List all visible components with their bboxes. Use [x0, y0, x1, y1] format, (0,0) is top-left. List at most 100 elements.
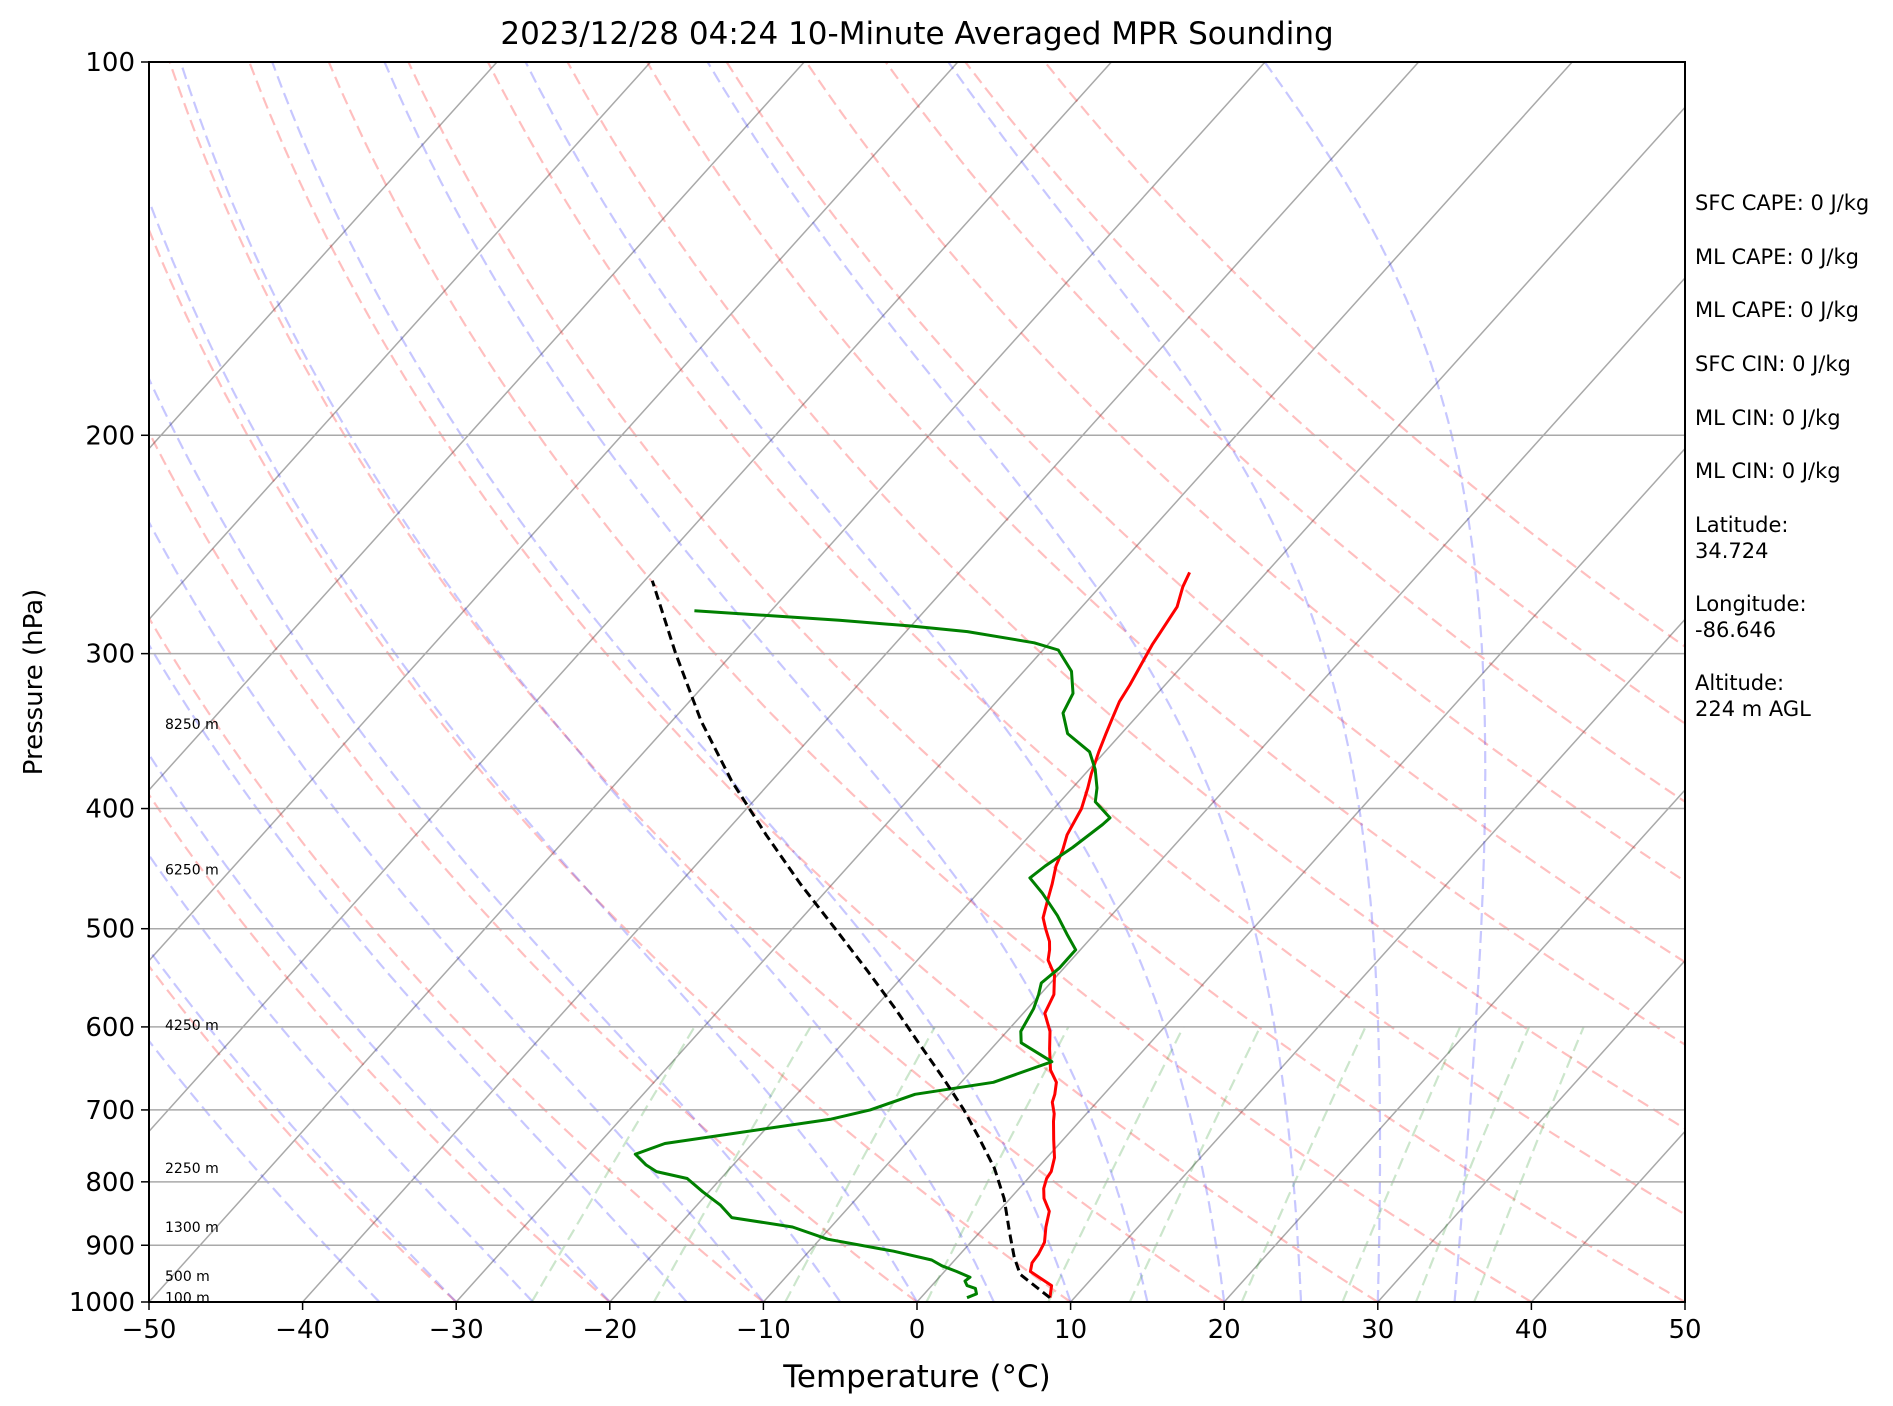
isotherm-line [762, 276, 1685, 1302]
isotherm-line [1223, 788, 1685, 1302]
dewpoint-profile-line [633, 609, 1112, 1300]
mixing-ratio-line [925, 1026, 1070, 1302]
moist-adiabat-line [706, 62, 1303, 1302]
stat-label: Longitude: -86.646 [1695, 592, 1807, 642]
moist-adiabat-line [149, 519, 765, 1302]
dry-adiabat-line [149, 429, 918, 1302]
dry-adiabat-line [149, 616, 765, 1302]
height-label: 1300 m [165, 1220, 219, 1236]
y-tick-label: 700 [85, 1096, 135, 1126]
x-tick-label: −50 [122, 1315, 177, 1345]
y-tick-label: 200 [85, 421, 135, 451]
isotherm-line [455, 62, 1573, 1302]
x-tick-label: −30 [429, 1315, 484, 1345]
dry-adiabat-line [1044, 62, 1685, 648]
height-label: 2250 m [165, 1161, 219, 1177]
plot-frame [148, 61, 1686, 1303]
dry-adiabat-line [149, 964, 457, 1302]
moist-adiabat-line [947, 62, 1382, 1302]
x-tick-label: 40 [1515, 1315, 1548, 1345]
isotherm-line [149, 62, 1112, 1133]
parcel-path-line [650, 580, 1051, 1299]
stat-label: ML CAPE: 0 J/kg [1695, 298, 1860, 322]
x-tick-label: 30 [1361, 1315, 1394, 1345]
moist-adiabat-line [271, 62, 1072, 1302]
height-label: 100 m [165, 1291, 210, 1307]
isotherm-line [1070, 618, 1685, 1302]
chart-title: 2023/12/28 04:24 10-Minute Averaged MPR … [500, 16, 1333, 52]
mixing-ratio-line [784, 1026, 936, 1302]
background-lines [149, 62, 1685, 1302]
stat-label: Latitude: 34.724 [1695, 513, 1789, 563]
moist-adiabat-line [179, 62, 995, 1302]
profile-lines [633, 571, 1191, 1300]
dry-adiabat-line [725, 62, 1685, 964]
y-tick-label: 500 [85, 915, 135, 945]
height-label: 4250 m [165, 1018, 219, 1034]
temperature-profile-line [1028, 571, 1191, 1298]
moist-adiabat-line [149, 376, 842, 1302]
dry-adiabat-line [248, 62, 1379, 1302]
moist-adiabat-line [149, 642, 688, 1302]
isotherm-line [302, 62, 1420, 1302]
x-tick-label: 0 [909, 1315, 926, 1345]
moist-adiabat-line [149, 197, 918, 1302]
mixing-ratio-line [1240, 1026, 1367, 1302]
y-tick-label: 100 [85, 48, 135, 78]
dry-adiabat-line [149, 792, 611, 1302]
moist-adiabat-line [524, 62, 1226, 1302]
stat-label: Altitude: 224 m AGL [1695, 671, 1811, 721]
mixing-ratio-line [652, 1026, 812, 1302]
dry-adiabat-line [149, 227, 1072, 1302]
mixing-ratio-line [1473, 1026, 1585, 1302]
x-tick-label: 20 [1208, 1315, 1241, 1345]
height-label: 500 m [165, 1269, 210, 1285]
stat-label: SFC CAPE: 0 J/kg [1695, 191, 1870, 215]
stat-label: ML CIN: 0 J/kg [1695, 406, 1841, 430]
isotherm-line [1377, 959, 1685, 1302]
isotherm-line [916, 447, 1685, 1302]
pressure-grid [149, 62, 1685, 1302]
isotherm-line [149, 62, 959, 962]
dry-adiabat-line [646, 62, 1685, 1046]
x-tick-label: −40 [275, 1315, 330, 1345]
dry-adiabat-line [964, 62, 1685, 725]
x-axis-label: Temperature (°C) [782, 1359, 1051, 1395]
stat-label: ML CAPE: 0 J/kg [1695, 245, 1860, 269]
isotherm-line [149, 62, 652, 621]
y-axis-label: Pressure (hPa) [19, 589, 49, 776]
dry-adiabat-line [407, 62, 1685, 1302]
isotherm-line [149, 62, 498, 450]
y-tick-label: 900 [85, 1231, 135, 1261]
y-tick-label: 300 [85, 640, 135, 670]
y-tick-label: 800 [85, 1168, 135, 1198]
x-tick-label: 50 [1668, 1315, 1701, 1345]
x-tick-label: −10 [736, 1315, 791, 1345]
isotherm-line [609, 106, 1685, 1302]
y-tick-label: 400 [85, 795, 135, 825]
dry-adiabat-line [327, 62, 1532, 1302]
height-label: 8250 m [165, 717, 219, 733]
dry-adiabat-line [168, 62, 1225, 1302]
mixing-ratio-line [530, 1026, 696, 1302]
height-labels: 100 m 500 m 1300 m 2250 m 4250 m 6250 m 8250 m [165, 717, 219, 1306]
mixing-ratio-line [1128, 1026, 1262, 1302]
x-tick-label: −20 [582, 1315, 637, 1345]
y-tick-label: 600 [85, 1013, 135, 1043]
y-tick-label: 1000 [69, 1288, 135, 1318]
mixing-ratio-line [1341, 1026, 1462, 1302]
stat-label: SFC CIN: 0 J/kg [1695, 352, 1851, 376]
y-axis: 1000 900 800 700 600 500 400 300 200 100 [69, 48, 149, 1318]
moist-adiabat-line [149, 752, 611, 1302]
x-tick-label: 10 [1054, 1315, 1087, 1345]
moist-adiabat-line [149, 948, 457, 1302]
isotherm-line [149, 62, 805, 792]
isotherm-line [149, 62, 1266, 1302]
stat-label: ML CIN: 0 J/kg [1695, 459, 1841, 483]
x-axis: −50 −40 −30 −20 −10 0 10 20 30 40 50 [122, 1302, 1702, 1345]
moist-adiabat-line [149, 853, 534, 1302]
height-label: 6250 m [165, 863, 219, 879]
moist-adiabat-line [383, 62, 1149, 1302]
moist-adiabat-line [1263, 62, 1487, 1302]
